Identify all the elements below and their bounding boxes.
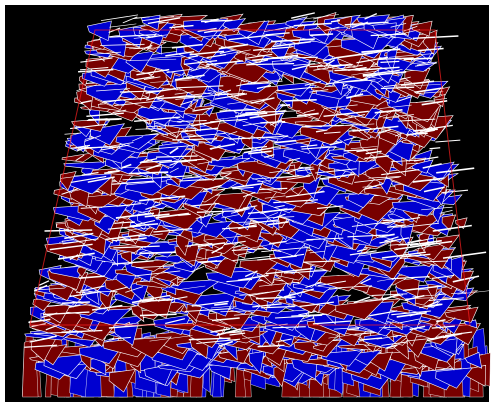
render-canvas xyxy=(0,0,494,407)
highlight xyxy=(88,119,121,120)
shard-layer xyxy=(22,13,494,398)
render-view xyxy=(0,0,494,407)
highlight xyxy=(280,105,290,106)
highlight xyxy=(45,230,93,231)
highlight xyxy=(404,58,433,59)
